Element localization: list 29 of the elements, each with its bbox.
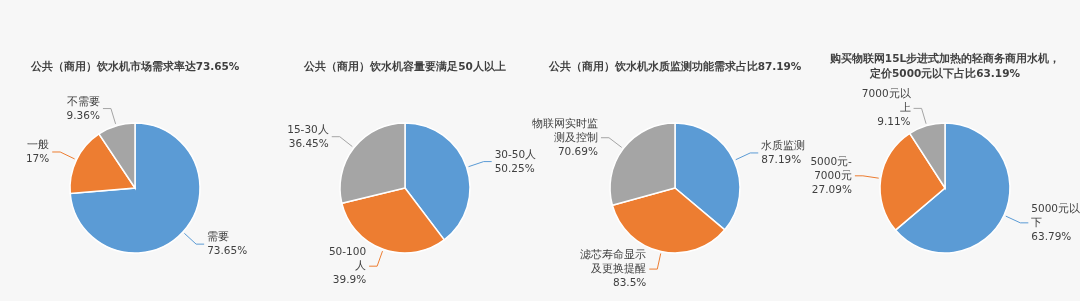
data-label: 50.25%: [494, 161, 535, 174]
slice-label: 水质监测: [761, 138, 806, 151]
data-label: 9.36%: [66, 108, 100, 121]
slice-label: 30-50人: [494, 147, 537, 160]
slice-label: 7000元以上: [861, 87, 911, 114]
data-label: 73.65%: [207, 244, 248, 257]
slice-label: 不需要: [66, 94, 100, 107]
data-label: 83.5%: [612, 276, 647, 289]
chart-title: 购买物联网15L步进式加热的轻商务商用水机，定价5000元以下占比63.19%: [828, 52, 1061, 79]
data-label: 87.19%: [761, 152, 802, 165]
data-label: 9.11%: [877, 115, 911, 128]
data-label: 36.45%: [288, 136, 329, 149]
data-label: 70.69%: [557, 144, 598, 157]
data-label: 39.9%: [332, 273, 367, 286]
chart-title: 公共（商用）饮水机市场需求率达73.65%: [29, 60, 240, 73]
slice-label: 一般: [27, 137, 50, 150]
slice-label: 50-100人: [328, 245, 367, 272]
data-label: 17%: [25, 151, 50, 164]
slice-label: 5000元以下: [1031, 201, 1080, 228]
data-label: 63.79%: [1031, 229, 1072, 242]
slice-label: 滤芯寿命显示及更换提醒: [580, 248, 647, 275]
slice-label: 5000元-7000元: [810, 154, 853, 181]
slice-label: 物联网实时监测及控制: [531, 116, 598, 143]
slice-label: 需要: [207, 230, 230, 243]
slice-label: 15-30人: [287, 122, 329, 135]
chart-title: 公共（商用）饮水机容量要满足50人以上: [303, 60, 506, 73]
pie-slice: [69, 122, 201, 254]
data-label: 27.09%: [811, 182, 852, 195]
chart-title: 公共（商用）饮水机水质监测功能需求占比87.19%: [547, 60, 802, 73]
